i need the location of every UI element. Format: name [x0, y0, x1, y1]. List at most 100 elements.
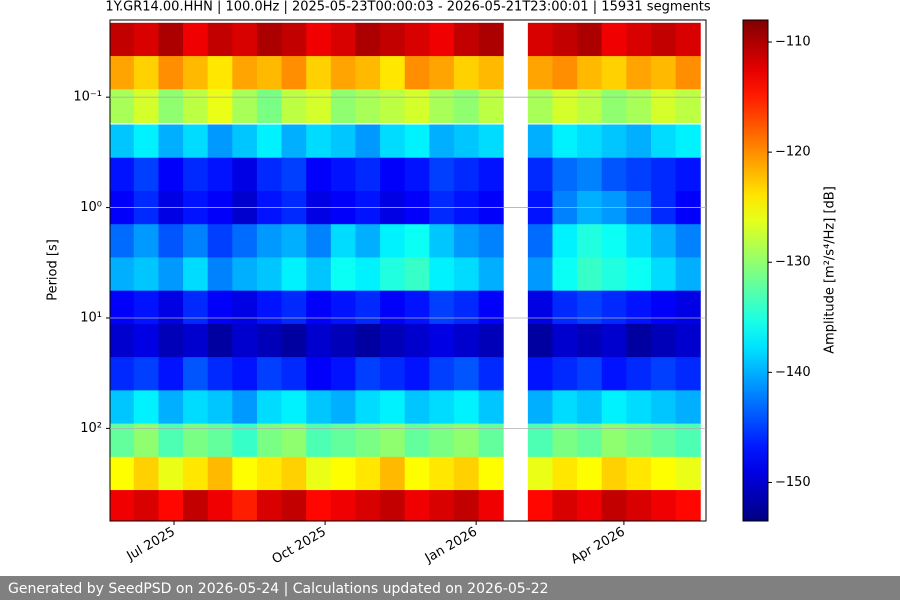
heatmap-cell [650, 290, 677, 325]
heatmap-cell [158, 257, 184, 292]
heatmap-cell [626, 456, 652, 491]
heatmap-cell [281, 124, 307, 159]
heatmap-cell [380, 290, 406, 325]
heatmap-cell [232, 257, 258, 292]
heatmap-cell [527, 22, 553, 57]
heatmap-cell [675, 423, 701, 458]
heatmap-cell [577, 290, 603, 325]
heatmap-cell [256, 390, 283, 425]
heatmap-cell [355, 157, 381, 192]
heatmap-cell [601, 290, 627, 325]
heatmap-cell [133, 22, 159, 57]
heatmap-cell [355, 56, 381, 90]
heatmap-cell [306, 456, 332, 491]
heatmap-cell [380, 89, 406, 124]
heatmap-cell [330, 490, 356, 521]
heatmap-cell [158, 390, 184, 425]
heatmap-cell [133, 490, 159, 521]
heatmap-cell [183, 423, 209, 458]
heatmap-cell [527, 124, 553, 159]
heatmap-cell [355, 290, 381, 325]
heatmap-cell [207, 124, 233, 159]
heatmap-cell [527, 423, 553, 458]
heatmap-cell [306, 357, 332, 391]
heatmap-cell [183, 323, 209, 358]
heatmap-cell [232, 56, 258, 90]
heatmap-cell [330, 56, 356, 90]
heatmap-cell [281, 22, 307, 57]
heatmap-cell [183, 22, 209, 57]
heatmap-cell [404, 456, 430, 491]
heatmap-cell [453, 224, 480, 258]
heatmap-cell [577, 157, 603, 192]
heatmap-cell [207, 490, 233, 521]
heatmap-cell [650, 22, 677, 57]
heatmap-cell [404, 357, 430, 391]
heatmap-cell [429, 323, 455, 358]
heatmap-cell [552, 257, 578, 292]
heatmap-cell [256, 323, 283, 358]
heatmap-cell [650, 124, 677, 159]
heatmap-cell [601, 157, 627, 192]
heatmap-cell [577, 124, 603, 159]
heatmap-cell [429, 423, 455, 458]
heatmap-cell [256, 56, 283, 90]
heatmap-cell [207, 56, 233, 90]
heatmap-cell [330, 357, 356, 391]
heatmap-cell [355, 224, 381, 258]
heatmap-cell [626, 323, 652, 358]
heatmap-cell [133, 456, 159, 491]
heatmap-cell [355, 490, 381, 521]
heatmap-cell [207, 323, 233, 358]
heatmap-cell [675, 290, 701, 325]
heatmap-cell [330, 423, 356, 458]
heatmap-cell [675, 357, 701, 391]
heatmap-cell [256, 490, 283, 521]
heatmap-cell [552, 224, 578, 258]
heatmap-cell [380, 357, 406, 391]
heatmap-cell [306, 89, 332, 124]
heatmap-cell [380, 323, 406, 358]
heatmap-cell [552, 56, 578, 90]
heatmap-cell [429, 456, 455, 491]
heatmap-cell [183, 89, 209, 124]
heatmap-cell [355, 124, 381, 159]
heatmap-cell [110, 224, 135, 258]
heatmap-cell [650, 490, 677, 521]
heatmap-cell [453, 323, 480, 358]
heatmap-cell [355, 22, 381, 57]
heatmap-cell [429, 257, 455, 292]
heatmap-cell [404, 257, 430, 292]
heatmap-cell [306, 224, 332, 258]
heatmap-cell [675, 124, 701, 159]
heatmap-cell [380, 257, 406, 292]
heatmap-cell [306, 22, 332, 57]
heatmap-cell [306, 56, 332, 90]
heatmap-cell [110, 390, 135, 425]
heatmap-cell [675, 56, 701, 90]
heatmap-cell [453, 357, 480, 391]
heatmap-cell [306, 124, 332, 159]
heatmap-cell [552, 22, 578, 57]
heatmap-cell [158, 56, 184, 90]
heatmap-cell [232, 456, 258, 491]
heatmap-cell [380, 22, 406, 57]
heatmap-cell [355, 323, 381, 358]
heatmap-cell [158, 89, 184, 124]
heatmap-cell [158, 290, 184, 325]
heatmap-cell [552, 423, 578, 458]
heatmap-cell [232, 22, 258, 57]
heatmap-cell [158, 357, 184, 391]
heatmap-cell [453, 157, 480, 192]
heatmap-cell [601, 423, 627, 458]
x-tick-label: Jan 2026 [422, 525, 480, 567]
footer: Generated by SeedPSD on 2026-05-24 | Cal… [8, 581, 549, 597]
heatmap-cell [577, 56, 603, 90]
heatmap-cell [207, 390, 233, 425]
heatmap-cell [232, 423, 258, 458]
heatmap-cell [158, 157, 184, 192]
heatmap-cell [650, 390, 677, 425]
heatmap-cell [478, 357, 504, 391]
heatmap-cell [256, 290, 283, 325]
footer-bar [0, 576, 900, 600]
